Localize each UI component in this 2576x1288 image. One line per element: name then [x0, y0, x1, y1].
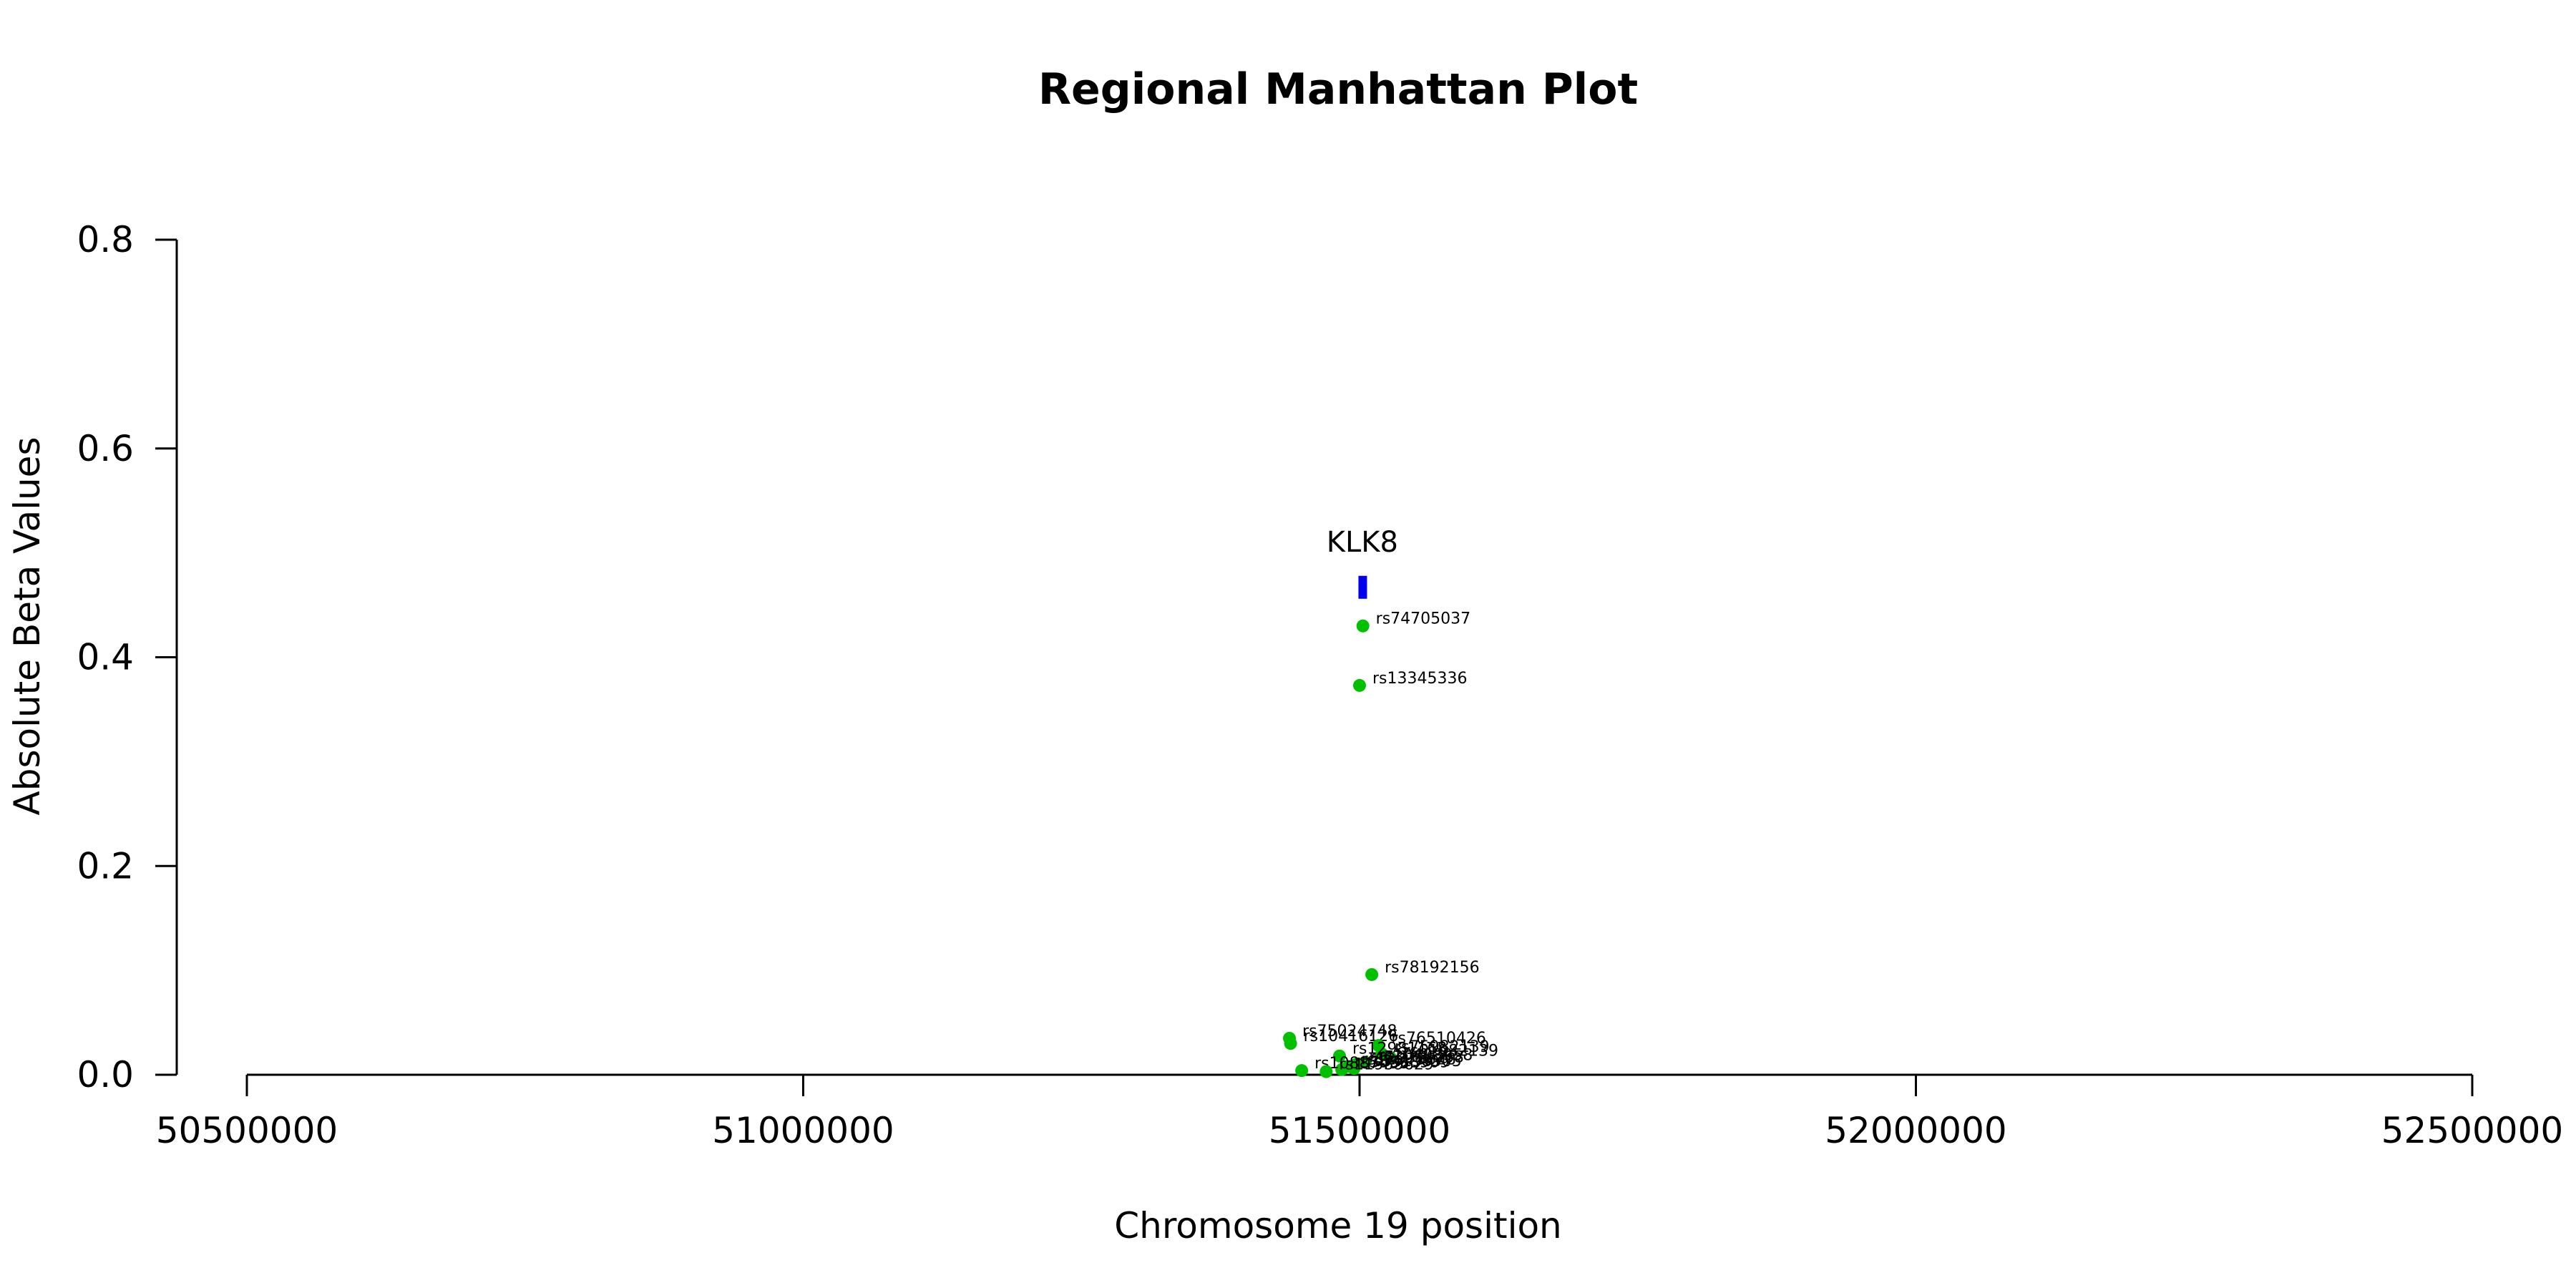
y-axis-label: Absolute Beta Values	[6, 437, 48, 816]
snp-label: rs75982139	[1395, 1038, 1489, 1056]
snp-label: rs10408958	[1378, 1046, 1473, 1064]
snp-label: rs75024748	[1302, 1023, 1397, 1040]
snp-point	[1284, 1037, 1297, 1050]
snp-label: rs13345336	[1372, 670, 1467, 688]
snp-point	[1353, 678, 1366, 692]
snp-label: rs12981168	[1352, 1040, 1447, 1058]
x-tick-label: 51000000	[712, 1110, 894, 1151]
points-layer: rs74705037 rs13345336 rs78192156 rs75024748…	[1283, 610, 1498, 1078]
snp-label: rs34198505	[1367, 1053, 1461, 1070]
y-tick-label: 0.0	[77, 1054, 134, 1096]
snp-point	[1333, 1049, 1347, 1063]
y-tick-label: 0.2	[77, 845, 134, 887]
x-tick-label: 50500000	[156, 1110, 338, 1151]
x-tick-label: 52000000	[1825, 1110, 2007, 1151]
snp-label: rs78192156	[1385, 959, 1479, 977]
snp-point	[1365, 967, 1379, 981]
x-axis: 50500000 51000000 51500000 52000000 52500000	[156, 1073, 2564, 1151]
snp-point	[1319, 1065, 1333, 1078]
snp-point	[1356, 619, 1370, 633]
gene-bar	[1358, 575, 1367, 599]
snp-point	[1384, 1051, 1397, 1065]
gene-layer: KLK8	[1327, 526, 1398, 599]
snp-label: rs11939629	[1339, 1056, 1433, 1074]
x-tick-label: 51500000	[1269, 1110, 1451, 1151]
y-tick-label: 0.8	[77, 219, 134, 260]
x-axis-label: Chromosome 19 position	[1114, 1205, 1562, 1246]
gene-label: KLK8	[1327, 526, 1398, 559]
snp-label: rs74705037	[1376, 610, 1470, 628]
snp-point	[1347, 1062, 1361, 1075]
snp-label: rs61982139	[1404, 1043, 1498, 1060]
chart-title: Regional Manhattan Plot	[1038, 64, 1638, 114]
snp-label: rs73054268	[1369, 1048, 1463, 1066]
snp-label: rs12975628	[1361, 1050, 1455, 1068]
snp-label: rs35568909	[1355, 1054, 1449, 1072]
snp-label: rs76510426	[1391, 1030, 1485, 1048]
y-tick-label: 0.6	[77, 428, 134, 469]
snp-point	[1335, 1063, 1349, 1076]
snp-point	[1295, 1064, 1309, 1078]
y-tick-label: 0.4	[77, 637, 134, 678]
x-tick-label: 52500000	[2381, 1110, 2564, 1151]
y-axis: 0.0 0.2 0.4 0.6 0.8	[77, 219, 178, 1096]
